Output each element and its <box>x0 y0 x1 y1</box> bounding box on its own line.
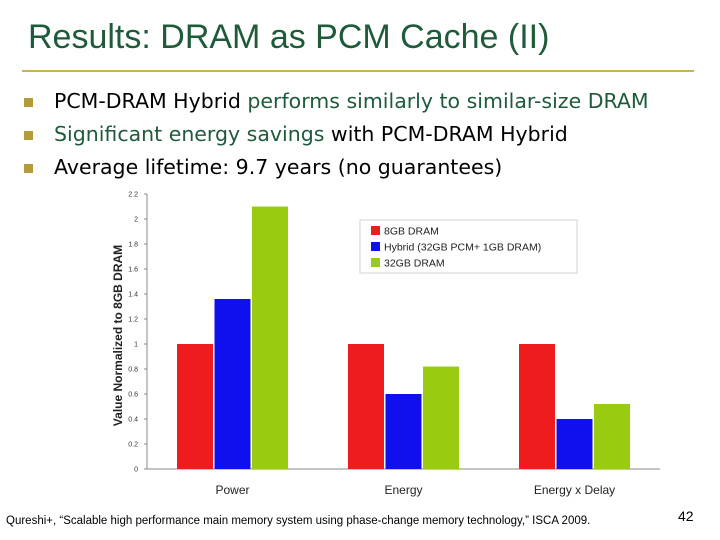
y-tick-label: 0.6 <box>128 392 138 399</box>
y-tick-label: 1.4 <box>128 292 138 299</box>
bullet-segment: Average lifetime: 9.7 years (no guarante… <box>54 154 503 179</box>
x-category-label: Energy x Delay <box>534 483 615 497</box>
y-axis-title: Value Normalized to 8GB DRAM <box>111 245 125 426</box>
y-tick-label: 1.8 <box>128 242 138 249</box>
bullet-segment: PCM-DRAM Hybrid <box>54 88 248 113</box>
y-tick-label: 1.2 <box>128 317 138 324</box>
square-bullet-icon <box>24 130 33 140</box>
legend-label: Hybrid (32GB PCM+ 1GB DRAM) <box>384 242 541 254</box>
citation: Qureshi+, “Scalable high performance mai… <box>6 515 591 527</box>
legend-swatch <box>371 242 380 251</box>
slide-title: Results: DRAM as PCM Cache (II) <box>28 18 550 56</box>
legend-label: 32GB DRAM <box>384 258 445 270</box>
bullet-segment: with PCM-DRAM Hybrid <box>324 121 568 146</box>
y-tick-label: 1 <box>134 342 138 349</box>
y-tick-label: 2.2 <box>128 192 138 199</box>
legend-swatch <box>371 226 380 235</box>
bullet-segment-highlight: performs similarly to similar-size DRAM <box>247 88 649 113</box>
y-tick-label: 0 <box>134 467 138 474</box>
y-tick-label: 0.4 <box>128 417 138 424</box>
bar <box>519 344 555 469</box>
x-category-label: Energy <box>384 483 422 497</box>
y-tick-label: 0.2 <box>128 442 138 449</box>
bar <box>348 344 384 469</box>
bar <box>252 206 288 469</box>
bullet-list: PCM-DRAM Hybrid performs similarly to si… <box>24 84 649 183</box>
bullet-segment-highlight: Significant energy savings <box>54 121 325 146</box>
bullet-item: Average lifetime: 9.7 years (no guarante… <box>24 150 649 183</box>
bullet-text: Significant energy savings with PCM-DRAM… <box>54 122 568 146</box>
bar <box>423 366 459 469</box>
bar <box>385 394 422 469</box>
y-tick-label: 1.6 <box>128 267 138 274</box>
x-category-label: Power <box>215 483 249 497</box>
bar <box>556 419 593 469</box>
y-tick-label: 2 <box>134 217 138 224</box>
bullet-item: PCM-DRAM Hybrid performs similarly to si… <box>24 84 649 117</box>
title-divider <box>22 70 694 72</box>
y-tick-label: 0.8 <box>128 367 138 374</box>
legend-swatch <box>371 258 380 267</box>
legend-box <box>359 219 578 274</box>
bar <box>214 299 251 469</box>
square-bullet-icon <box>24 97 33 107</box>
legend-label: 8GB DRAM <box>384 226 439 238</box>
square-bullet-icon <box>24 163 33 173</box>
bullet-text: PCM-DRAM Hybrid performs similarly to si… <box>54 89 649 113</box>
bar-chart: 0 0.2 0.4 0.6 0.8 1 1.2 1.4 1.6 1.8 2 2.2 Value Norm… <box>111 192 660 497</box>
bullet-item: Significant energy savings with PCM-DRAM… <box>24 117 649 150</box>
bar <box>594 404 630 469</box>
bullet-text: Average lifetime: 9.7 years (no guarante… <box>54 155 502 179</box>
bar <box>177 344 213 469</box>
page-number: 42 <box>678 508 694 524</box>
